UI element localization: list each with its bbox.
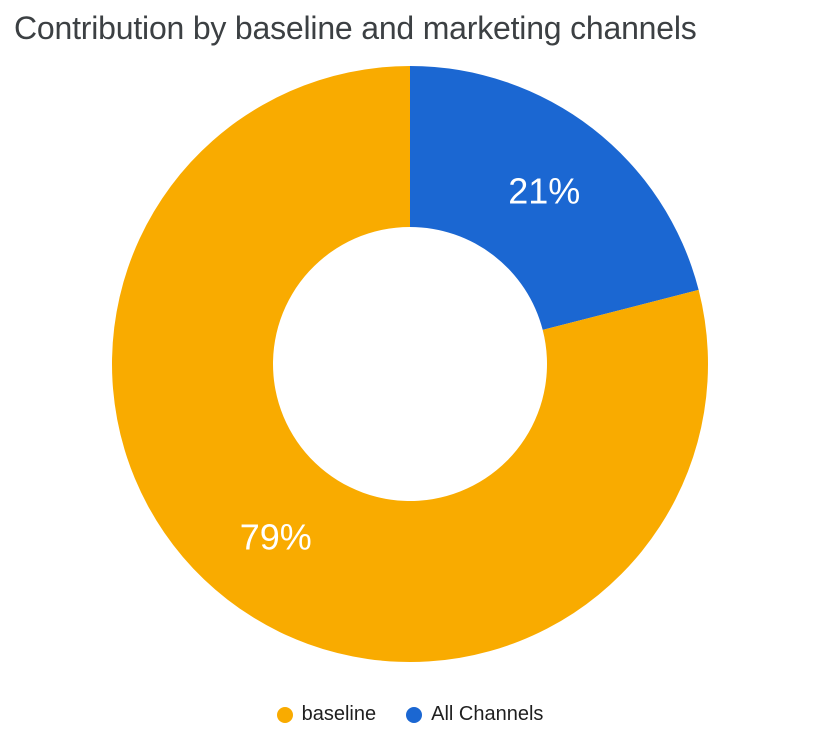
slice-all-channels[interactable]: [410, 66, 699, 330]
chart-title: Contribution by baseline and marketing c…: [14, 10, 697, 46]
slice-baseline[interactable]: [112, 66, 709, 663]
legend-dot-icon: [406, 706, 423, 723]
legend-item-baseline[interactable]: baseline: [276, 703, 377, 726]
chart-legend: baseline All Channels: [0, 703, 820, 726]
slice-label-baseline: 79%: [240, 517, 312, 558]
legend-item-all-channels[interactable]: All Channels: [406, 703, 543, 726]
legend-label: All Channels: [431, 703, 544, 725]
legend-label: baseline: [301, 703, 377, 725]
legend-dot-icon: [276, 706, 293, 723]
slice-label-all-channels: 21%: [508, 170, 580, 211]
